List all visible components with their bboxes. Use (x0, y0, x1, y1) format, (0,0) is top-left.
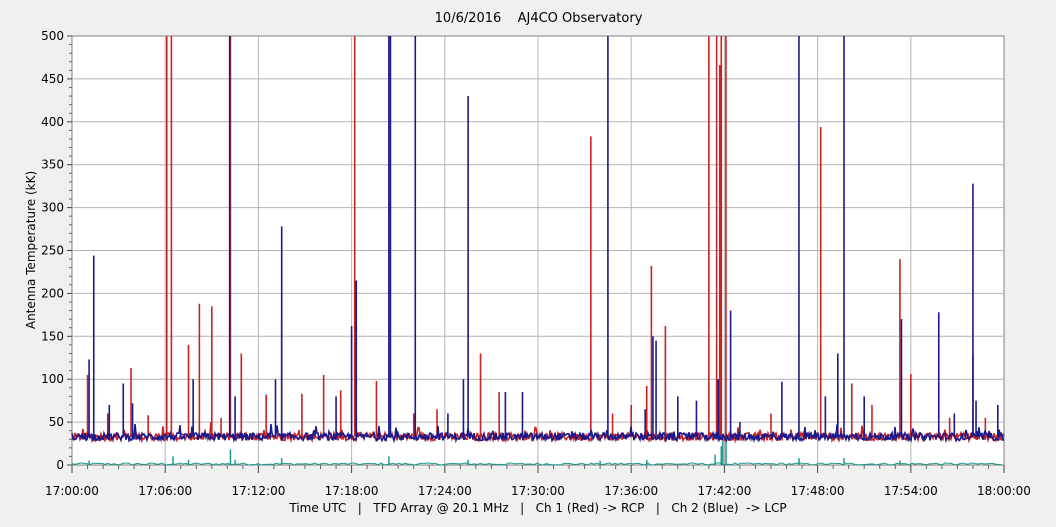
y-tick-label: 400 (41, 115, 64, 129)
x-tick-label: 17:48:00 (791, 484, 845, 498)
series-2 (71, 439, 1003, 466)
y-tick-label: 300 (41, 201, 64, 215)
y-tick-label: 0 (56, 458, 64, 472)
chart-title-date: 10/6/2016 (435, 11, 502, 26)
y-tick-label: 450 (41, 72, 64, 86)
x-tick-label: 17:36:00 (604, 484, 658, 498)
x-tick-label: 17:42:00 (697, 484, 751, 498)
x-tick-label: 17:30:00 (511, 484, 565, 498)
y-tick-label: 500 (41, 29, 64, 43)
plot-area (69, 35, 1005, 466)
x-axis-ticks: 17:00:00 17:06:00 17:12:00 17:18:00 17:24:00… (45, 465, 1031, 498)
y-tick-label: 50 (49, 415, 64, 429)
y-tick-label: 250 (41, 244, 64, 258)
x-tick-label: 17:06:00 (138, 484, 192, 498)
x-tick-label: 18:00:00 (977, 484, 1031, 498)
series-baseline-trace (71, 462, 1003, 466)
series-baseline-trace (71, 424, 1005, 444)
y-axis-ticks: 0 50 100 150 200 250 300 350 400 450 500 (41, 29, 72, 472)
x-tick-label: 17:00:00 (45, 484, 99, 498)
grid-lines (72, 36, 1004, 465)
y-tick-label: 350 (41, 158, 64, 172)
y-tick-label: 100 (41, 372, 64, 386)
x-axis-label: Time UTC | TFD Array @ 20.1 MHz | Ch 1 (… (288, 501, 786, 515)
x-tick-label: 17:12:00 (231, 484, 285, 498)
y-axis-label: Antenna Temperature (kK) (24, 171, 38, 329)
y-tick-label: 150 (41, 329, 64, 343)
y-minor-ticks (69, 44, 72, 457)
x-tick-label: 17:18:00 (325, 484, 379, 498)
x-tick-label: 17:24:00 (418, 484, 472, 498)
x-tick-label: 17:54:00 (884, 484, 938, 498)
chart-title-name: AJ4CO Observatory (518, 11, 643, 26)
series-1 (71, 36, 1005, 444)
y-tick-label: 200 (41, 286, 64, 300)
series-layer (71, 36, 1005, 466)
